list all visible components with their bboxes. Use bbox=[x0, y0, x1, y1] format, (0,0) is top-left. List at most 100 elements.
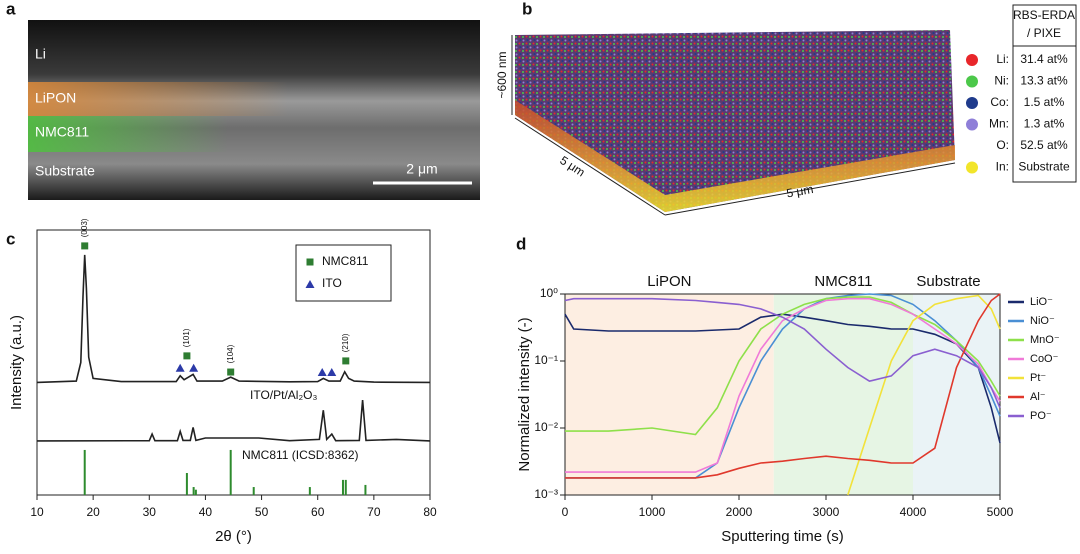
legend-label: MnO⁻ bbox=[1030, 334, 1060, 346]
curve-label: NMC811 (ICSD:8362) bbox=[242, 448, 358, 462]
peak-square bbox=[183, 352, 191, 360]
x-axis-label: 2θ (°) bbox=[215, 528, 252, 545]
x-tick-label: 3000 bbox=[813, 505, 840, 519]
series-line bbox=[565, 296, 1001, 436]
layer-label: Li bbox=[35, 46, 46, 62]
y-axis-label: Normalized intensity (-) bbox=[516, 317, 533, 471]
axis-edge bbox=[664, 162, 956, 216]
panel-a: a Li LiPON NMC811 Substrate 2 μm bbox=[6, 0, 480, 200]
element-dot bbox=[966, 140, 978, 152]
element-value: 1.5 at% bbox=[1024, 95, 1065, 109]
scale-label: 2 μm bbox=[406, 161, 437, 177]
peak-triangle bbox=[175, 363, 185, 372]
y-tick-label: 10⁻³ bbox=[534, 487, 558, 501]
element-name: In: bbox=[996, 160, 1009, 174]
element-value: 1.3 at% bbox=[1024, 117, 1065, 131]
x-tick-label: 1000 bbox=[639, 505, 666, 519]
region-label: Substrate bbox=[916, 273, 980, 290]
region bbox=[565, 294, 774, 495]
series-line bbox=[36, 254, 431, 384]
element-name: Ni: bbox=[994, 74, 1009, 88]
element-value: 31.4 at% bbox=[1020, 52, 1068, 66]
series-line bbox=[36, 400, 431, 442]
panel-letter: b bbox=[522, 0, 532, 18]
legend-label: PO⁻ bbox=[1030, 410, 1052, 422]
x-tick-label: 80 bbox=[423, 505, 437, 519]
axis-edge bbox=[514, 117, 666, 216]
substrate-layer bbox=[515, 100, 955, 212]
peak-label: (101) bbox=[182, 328, 191, 347]
y-tick-label: 10⁻² bbox=[534, 420, 558, 434]
region bbox=[913, 294, 1000, 495]
panel-letter: d bbox=[516, 234, 526, 253]
element-dot bbox=[966, 54, 978, 66]
peak-triangle bbox=[327, 368, 337, 377]
lipon-band bbox=[28, 82, 288, 116]
x-tick-label: 2000 bbox=[726, 505, 753, 519]
peak-square bbox=[227, 368, 235, 376]
series-line bbox=[565, 297, 1001, 473]
peak-label: (104) bbox=[226, 344, 235, 363]
plot-frame bbox=[36, 229, 431, 496]
x-tick-label: 60 bbox=[311, 505, 325, 519]
element-name: Mn: bbox=[989, 117, 1009, 131]
series-line bbox=[564, 297, 1001, 409]
element-value: 52.5 at% bbox=[1020, 138, 1068, 152]
x-tick-label: 50 bbox=[255, 505, 269, 519]
legend-box bbox=[295, 244, 392, 302]
legend-label: Al⁻ bbox=[1030, 391, 1046, 403]
peak-square bbox=[81, 242, 89, 250]
x-tick-label: 30 bbox=[143, 505, 157, 519]
x-tick-label: 20 bbox=[86, 505, 100, 519]
x-tick-label: 70 bbox=[367, 505, 381, 519]
peak-square bbox=[342, 357, 350, 365]
x-tick-label: 10 bbox=[30, 505, 44, 519]
region bbox=[773, 294, 913, 495]
legend-label: NMC811 bbox=[322, 254, 369, 268]
panel-b: b ~600 nm 5 μm 5 μm RBS-ERDA / PIXE bbox=[495, 0, 1077, 216]
table-header: RBS-ERDA bbox=[1013, 8, 1075, 22]
table-header: / PIXE bbox=[1027, 26, 1061, 40]
element-value: Substrate bbox=[1018, 160, 1070, 174]
y-axis-label: Intensity (a.u.) bbox=[8, 315, 25, 410]
legend-label: LiO⁻ bbox=[1030, 296, 1053, 308]
panel-letter: a bbox=[6, 0, 16, 18]
x-tick-label: 0 bbox=[562, 505, 569, 519]
x-tick-label: 4000 bbox=[900, 505, 927, 519]
element-name: Co: bbox=[990, 95, 1009, 109]
composition-table bbox=[1012, 4, 1077, 183]
peak-triangle bbox=[305, 280, 315, 288]
panel-letter: c bbox=[6, 229, 15, 248]
x-axis-label: Sputtering time (s) bbox=[721, 528, 844, 545]
peak-triangle bbox=[189, 363, 199, 372]
legend-label: ITO bbox=[322, 276, 342, 290]
x-tick-label: 5000 bbox=[987, 505, 1014, 519]
element-name: O: bbox=[996, 138, 1009, 152]
element-name: Li: bbox=[996, 52, 1009, 66]
layer-label: LiPON bbox=[35, 90, 76, 106]
x-tick-label: 40 bbox=[199, 505, 213, 519]
region-label: NMC811 bbox=[814, 273, 872, 290]
series-line bbox=[565, 293, 1001, 479]
legend-label: NiO⁻ bbox=[1030, 315, 1055, 327]
element-value: 13.3 at% bbox=[1020, 74, 1068, 88]
region-label: LiPON bbox=[647, 273, 691, 290]
series-line bbox=[847, 294, 1001, 496]
y-tick-label: 10⁻¹ bbox=[534, 353, 558, 367]
element-dot bbox=[966, 97, 978, 109]
dimension-label: 5 μm bbox=[785, 182, 814, 200]
layer-label: Substrate bbox=[35, 163, 95, 179]
legend-label: Pt⁻ bbox=[1030, 372, 1046, 384]
element-dot bbox=[966, 75, 978, 88]
dimension-label: ~600 nm bbox=[495, 51, 509, 98]
peak-square bbox=[306, 258, 314, 266]
peak-label: (210) bbox=[341, 333, 350, 352]
nmc-band bbox=[28, 116, 228, 152]
peak-triangle bbox=[317, 368, 327, 377]
layer-label: NMC811 bbox=[35, 124, 89, 140]
y-tick-label: 10⁰ bbox=[540, 286, 558, 300]
legend-label: CoO⁻ bbox=[1030, 353, 1059, 365]
element-dot bbox=[966, 161, 978, 174]
peak-label: (003) bbox=[80, 218, 89, 237]
